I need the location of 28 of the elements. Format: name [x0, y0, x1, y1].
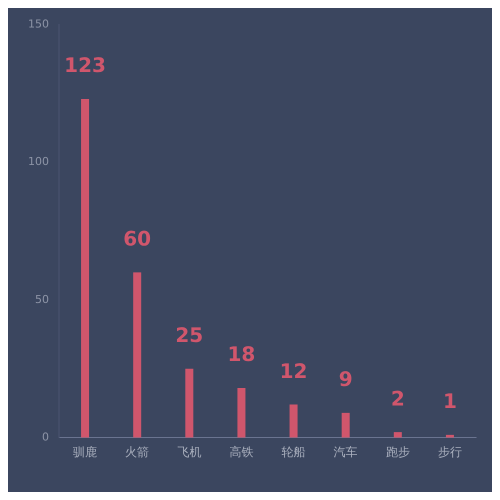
bar	[81, 98, 90, 438]
x-tick-label: 轮船	[282, 444, 306, 459]
data-label: 12	[280, 358, 308, 383]
bar	[394, 432, 402, 438]
y-tick-label: 50	[34, 292, 49, 306]
y-tick-label: 0	[42, 430, 49, 444]
bar	[185, 368, 194, 438]
data-label: 2	[390, 386, 405, 410]
bar	[237, 388, 246, 438]
data-label: 1	[442, 389, 457, 414]
bar	[290, 404, 298, 438]
x-tick-label: 驯鹿	[73, 444, 98, 459]
data-label: 25	[175, 322, 204, 347]
x-tick-label: 汽车	[334, 444, 358, 459]
x-tick-label: 步行	[438, 444, 462, 459]
bar	[446, 434, 454, 438]
data-label: 123	[64, 53, 106, 78]
x-tick-label: 高铁	[229, 444, 254, 459]
data-label: 9	[338, 367, 353, 392]
x-tick-label: 飞机	[177, 444, 202, 459]
data-label: 18	[228, 342, 256, 366]
x-tick-label: 火箭	[125, 444, 150, 459]
y-tick-label: 100	[28, 155, 49, 168]
data-label: 60	[123, 226, 152, 251]
x-tick-label: 跑步	[386, 444, 410, 459]
bar	[342, 412, 350, 438]
y-tick-label: 150	[28, 17, 49, 30]
bar	[133, 272, 142, 438]
